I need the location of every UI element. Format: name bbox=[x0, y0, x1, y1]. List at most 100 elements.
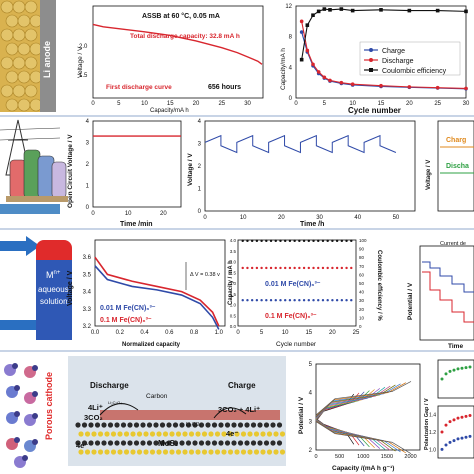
mos2-atom bbox=[218, 422, 224, 428]
panel-3b-point bbox=[326, 239, 329, 243]
panel-3b-ytick: 3.0 bbox=[230, 260, 237, 265]
mos2-atom bbox=[214, 431, 221, 437]
panel-1b-series-line bbox=[301, 21, 467, 89]
panel-4a-ytick: 4 bbox=[309, 391, 313, 397]
panel-3b-point bbox=[288, 299, 292, 302]
mos2-atom bbox=[234, 431, 240, 437]
panel-3b-point bbox=[246, 266, 249, 270]
panel-3b-point bbox=[335, 266, 339, 270]
mos2-atom bbox=[94, 440, 101, 446]
panel-3b-point bbox=[250, 299, 254, 302]
panel-3a-xtick: 0.4 bbox=[140, 330, 149, 336]
mos2-atom bbox=[276, 422, 283, 428]
molecule-atom bbox=[12, 363, 18, 369]
panel-3b-point bbox=[250, 239, 254, 243]
molecule-atom bbox=[14, 411, 20, 417]
panel-3b-point bbox=[345, 239, 348, 243]
mos2-atom bbox=[263, 422, 270, 428]
molecule-atom bbox=[14, 437, 20, 443]
panel-2b-ytick: 1 bbox=[198, 187, 202, 193]
mos2-atom bbox=[224, 440, 231, 446]
panel-1b-point bbox=[322, 75, 327, 80]
mos2-atom bbox=[240, 449, 247, 455]
mos2-atom bbox=[221, 449, 227, 455]
mos2-atom bbox=[123, 449, 130, 455]
legend-coulombic: Coulombic efficiency bbox=[382, 68, 447, 75]
porous-cathode-label: Porous cathode bbox=[44, 372, 54, 440]
panel-3b-point bbox=[350, 239, 353, 243]
anode-particle bbox=[0, 0, 14, 14]
panel-3b-point bbox=[250, 266, 254, 270]
mos2-atom bbox=[143, 449, 149, 455]
panel-3b-ytick: 2.0 bbox=[230, 281, 237, 286]
panel-2b-cycling-line bbox=[204, 134, 397, 154]
mos2-atom bbox=[81, 422, 88, 428]
mos2-atom bbox=[231, 440, 237, 446]
mos2-atom bbox=[182, 449, 188, 455]
mos2-atom bbox=[198, 422, 205, 428]
panel-3b-point bbox=[246, 239, 249, 243]
mos2-atom bbox=[114, 440, 120, 446]
mos2-atom bbox=[192, 422, 198, 428]
panel-4b-ylabel: Polarization Gap / V bbox=[424, 398, 430, 450]
panel-3a-ylabel: Voltage / V bbox=[67, 270, 74, 306]
mos2-atom bbox=[143, 431, 149, 437]
panel-2a-ylabel: Open Circuit Voltage / V bbox=[67, 134, 74, 208]
panel-1a-xlabel: Capacity/mA h bbox=[150, 108, 189, 114]
panel-4b-top-point bbox=[468, 365, 472, 369]
mos2-atom bbox=[91, 431, 97, 437]
schematic-arrow-left bbox=[99, 403, 139, 416]
mos2-atom bbox=[227, 431, 234, 437]
panel-3b-point bbox=[293, 299, 296, 302]
panel-2b-xtick: 40 bbox=[354, 215, 361, 221]
panel-3b-point bbox=[284, 239, 287, 243]
panel-4a-xtick: 2000 bbox=[404, 454, 416, 460]
mos2-atom bbox=[104, 431, 110, 437]
panel-4a-xlabel: Capacity /(mA h g⁻¹) bbox=[332, 465, 394, 472]
panel-2b-ytick: 4 bbox=[198, 119, 202, 125]
panel-1b: Capacity/mA h 0 4 8 12 0 5 10 15 20 25 30 Cycle n… bbox=[280, 4, 470, 115]
schematic-mos2: MoS₂ bbox=[158, 439, 179, 448]
mos2-atom bbox=[133, 440, 140, 446]
mos2-atom bbox=[179, 422, 185, 428]
panel-2c-ylabel: Voltage / V bbox=[426, 160, 432, 190]
panel-4b-top-point bbox=[452, 368, 456, 372]
panel-1a-hours-label: 656 hours bbox=[208, 84, 241, 91]
mos2-atom bbox=[201, 449, 208, 455]
panel-2a-ytick: 0 bbox=[86, 205, 90, 211]
panel-4a-ylabel: Potential / V bbox=[298, 396, 305, 434]
panel-3b-point bbox=[269, 266, 273, 270]
schematic-small-label: Li₂C₂O₄ bbox=[108, 400, 122, 405]
panel-3b-point bbox=[350, 299, 353, 302]
mos2-atom bbox=[120, 440, 127, 446]
tank-label-aqueous: aqueous bbox=[38, 285, 69, 294]
panel-3b-point bbox=[340, 299, 344, 302]
mos2-atom bbox=[192, 440, 198, 446]
anode-particle bbox=[0, 28, 14, 42]
panel-3b-xtick: 5 bbox=[260, 330, 264, 336]
mos2-atom bbox=[179, 440, 185, 446]
anode-particle bbox=[17, 70, 31, 84]
panel-3b-ytick-right: 20 bbox=[359, 307, 365, 312]
mos2-atom bbox=[218, 440, 224, 446]
anode-particle bbox=[0, 56, 14, 70]
panel-1b-point bbox=[464, 86, 468, 91]
panel-1b-xtick: 0 bbox=[294, 101, 298, 107]
panel-3a-series-2-label: 0.1 M Fe(CN)₆³⁻ bbox=[100, 317, 152, 324]
panel-3b-point bbox=[321, 239, 325, 243]
mos2-atom bbox=[120, 422, 127, 428]
mos2-atom bbox=[169, 449, 175, 455]
panel-3b-point bbox=[255, 239, 259, 243]
mos2-atom bbox=[237, 422, 244, 428]
mos2-atom bbox=[166, 440, 172, 446]
panel-3c-xlabel: Time bbox=[448, 343, 463, 350]
panel-1b-point bbox=[299, 19, 304, 24]
panel-3c-trace-2 bbox=[422, 271, 474, 323]
panel-3b-point bbox=[255, 266, 259, 270]
panel-4b-top-point bbox=[448, 369, 452, 373]
mos2-atom bbox=[153, 440, 159, 446]
mos2-atom bbox=[156, 449, 162, 455]
panel-3b-point bbox=[345, 299, 348, 302]
panel-3b-series-1-label: 0.01 M Fe(CN)₆³⁻ bbox=[265, 281, 321, 288]
